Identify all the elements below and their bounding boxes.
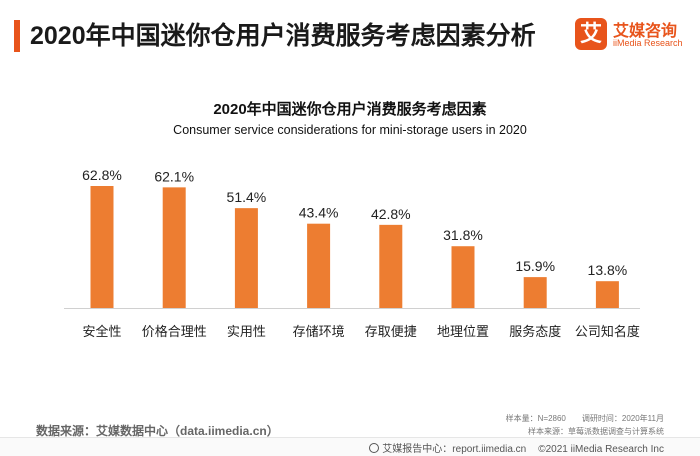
- footer-bar: 艾媒报告中心：report.iimedia.cn ©2021 iiMedia Re…: [0, 437, 700, 456]
- category-label: 服务态度: [509, 324, 561, 340]
- data-source: 数据来源：艾媒数据中心（data.iimedia.cn）: [36, 424, 279, 438]
- bar: [595, 281, 619, 308]
- category-label: 存取便捷: [365, 325, 417, 340]
- sample-info: 样本量：N=2860 调研时间：2020年11月: [505, 414, 664, 423]
- category-label: 价格合理性: [142, 324, 207, 340]
- bar: [307, 223, 331, 308]
- bar-value-label: 62.8%: [82, 167, 122, 183]
- footer-text: 艾媒报告中心：report.iimedia.cn ©2021 iiMedia Re…: [369, 440, 664, 455]
- brand-logo: 艾 艾媒咨询 iiMedia Research: [575, 18, 693, 54]
- bar: [451, 246, 475, 308]
- bar-value-label: 31.8%: [443, 227, 483, 243]
- category-label: 安全性: [82, 324, 121, 340]
- report-center-icon: [369, 443, 380, 453]
- category-label: 实用性: [227, 325, 266, 340]
- bar-value-label: 51.4%: [227, 189, 267, 205]
- sample-source: 样本来源：草莓派数据调查与计算系统: [528, 427, 664, 436]
- logo-name-en: iiMedia Research: [613, 38, 683, 48]
- logo-name-cn: 艾媒咨询: [613, 23, 678, 40]
- bar: [523, 277, 547, 308]
- bar-value-label: 62.1%: [154, 168, 194, 184]
- category-label: 公司知名度: [575, 324, 640, 340]
- bar-value-label: 42.8%: [371, 206, 411, 222]
- category-label: 地理位置: [437, 325, 489, 340]
- bar-value-label: 13.8%: [588, 262, 628, 278]
- chart-title: 2020年中国迷你仓用户消费服务考虑因素: [213, 101, 487, 118]
- copyright: ©2021 iiMedia Research Inc: [538, 444, 664, 455]
- title-accent-bar: [14, 20, 20, 52]
- bar: [234, 208, 258, 308]
- bar: [162, 187, 186, 308]
- chart-subtitle: Consumer service considerations for mini…: [173, 123, 527, 137]
- bar: [90, 186, 114, 308]
- report-center-link[interactable]: 艾媒报告中心：report.iimedia.cn: [382, 444, 527, 455]
- bar-value-label: 15.9%: [515, 258, 555, 274]
- page-title: 2020年中国迷你仓用户消费服务考虑因素分析: [30, 22, 536, 50]
- logo-mark-icon: 艾: [575, 18, 607, 50]
- bar-value-label: 43.4%: [299, 205, 339, 221]
- category-label: 存储环境: [293, 325, 345, 340]
- bar: [379, 224, 403, 308]
